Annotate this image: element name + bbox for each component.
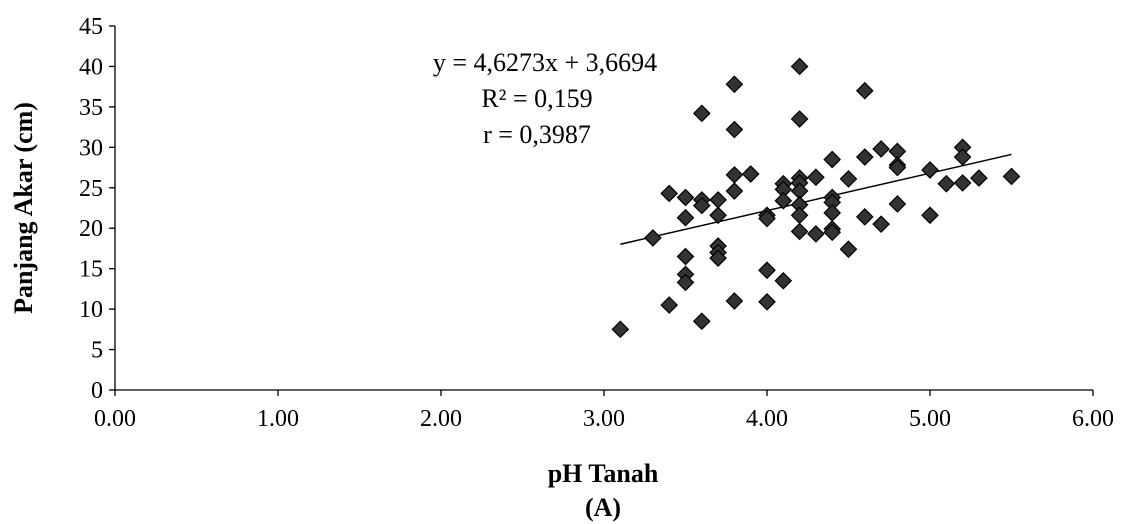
data-point [921, 206, 939, 225]
y-tick-label: 20 [79, 216, 103, 242]
data-point [644, 229, 662, 247]
y-tick-label: 25 [79, 176, 103, 202]
x-tick-label: 1.00 [257, 406, 299, 432]
data-point [953, 148, 972, 166]
y-tick-label: 15 [79, 257, 103, 283]
data-point [1002, 167, 1021, 186]
data-point [725, 182, 744, 200]
data-point [725, 165, 744, 184]
chart-caption: (A) [585, 493, 621, 522]
x-tick-label: 5.00 [909, 406, 951, 432]
data-point [676, 188, 695, 207]
x-tick-label: 3.00 [583, 406, 625, 432]
x-tick-label: 2.00 [420, 406, 462, 432]
data-point [774, 271, 793, 290]
x-tick-labels: 0.00 1.00 2.00 3.00 4.00 5.00 6.00 [94, 406, 1114, 432]
regression-equation: y = 4,6273x + 3,6694 [433, 48, 657, 77]
y-axis-title: Panjang Akar (cm) [9, 102, 38, 314]
x-tick-label: 4.00 [746, 406, 788, 432]
data-point [709, 249, 727, 267]
data-point [709, 206, 727, 225]
data-point [725, 292, 744, 310]
data-point [741, 165, 760, 183]
data-point [807, 225, 825, 243]
x-tick-label: 0.00 [94, 406, 136, 432]
data-point [921, 161, 939, 179]
data-point [692, 104, 711, 123]
x-axis-title: pH Tanah [548, 459, 659, 488]
data-point [872, 215, 890, 234]
data-point [855, 208, 874, 226]
data-point [790, 57, 809, 76]
data-point [790, 110, 809, 128]
data-point [790, 206, 809, 225]
y-tick-label: 40 [79, 54, 103, 80]
data-point [774, 191, 793, 210]
correlation-label: r = 0,3987 [483, 120, 591, 149]
y-tick-label: 5 [91, 338, 103, 364]
r-squared-label: R² = 0,159 [481, 84, 592, 113]
y-tick-label: 45 [79, 14, 103, 40]
data-point [970, 169, 988, 187]
y-tick-label: 10 [79, 297, 103, 323]
data-point [855, 148, 874, 166]
data-point [758, 209, 776, 228]
data-point [953, 174, 972, 192]
data-points [611, 57, 1021, 339]
trendline-group [620, 153, 1012, 246]
x-tick-label: 6.00 [1072, 406, 1114, 432]
data-point [823, 223, 842, 242]
data-point [855, 81, 874, 100]
y-tick-labels: 0 5 10 15 20 25 30 35 40 45 [79, 14, 103, 404]
y-tick-label: 0 [91, 378, 103, 404]
data-point [823, 204, 842, 222]
data-point [725, 75, 744, 94]
data-point [660, 296, 679, 314]
data-point [839, 170, 858, 188]
data-point [888, 158, 907, 177]
data-point [872, 140, 890, 158]
data-point [725, 120, 744, 139]
data-point [888, 195, 907, 213]
data-point [692, 312, 711, 331]
data-point [611, 320, 630, 339]
data-point [807, 168, 825, 187]
data-point [758, 261, 776, 280]
data-point [660, 184, 679, 203]
axes [109, 25, 1094, 396]
data-point [839, 240, 858, 259]
y-tick-label: 35 [79, 95, 103, 121]
trendline [620, 153, 1012, 246]
data-point [790, 222, 809, 241]
data-point [937, 174, 956, 193]
data-point [758, 292, 776, 311]
data-point [676, 247, 695, 266]
data-point [676, 208, 695, 227]
data-point [676, 273, 695, 292]
data-point [823, 150, 842, 169]
data-point [692, 196, 711, 215]
data-point [709, 191, 727, 209]
y-tick-label: 30 [79, 135, 103, 161]
